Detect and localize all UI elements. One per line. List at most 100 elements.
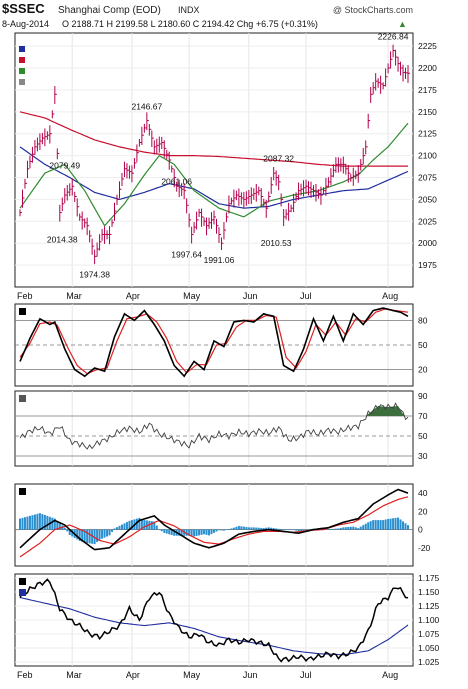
macd-histogram-bar <box>113 528 116 530</box>
macd-histogram-bar <box>163 529 166 533</box>
macd-histogram-bar <box>262 528 265 530</box>
month-label-bottom: May <box>183 670 201 680</box>
macd-y-tick: 40 <box>418 488 428 498</box>
watermark: @ StockCharts.com <box>333 5 413 15</box>
macd-histogram-bar <box>297 529 300 532</box>
macd-histogram-bar <box>232 527 235 530</box>
month-label: Jul <box>300 291 312 301</box>
price-annotation: 2010.53 <box>261 238 292 248</box>
macd-histogram-bar <box>76 529 79 540</box>
rsi-panel-frame <box>14 390 414 467</box>
macd-histogram-bar <box>230 528 233 530</box>
macd-histogram-bar <box>344 527 347 530</box>
rsi-line <box>19 402 409 450</box>
macd-histogram-bar <box>295 529 298 531</box>
macd-histogram-bar <box>125 522 128 530</box>
ratio-ma-legend-swatch <box>19 589 26 596</box>
price-y-tick: 2000 <box>418 238 437 248</box>
month-label-bottom: Aug <box>382 670 398 680</box>
macd-histogram-bar <box>78 529 81 541</box>
macd-histogram-bar <box>364 523 367 530</box>
macd-histogram-bar <box>111 529 114 532</box>
price-annotation: 2087.32 <box>263 154 294 164</box>
macd-histogram-bar <box>81 529 84 542</box>
macd-histogram-bar <box>208 529 211 536</box>
macd-histogram-bar <box>257 527 260 530</box>
macd-histogram-bar <box>382 520 385 530</box>
chart-exchange: INDX <box>178 5 200 15</box>
macd-histogram-bar <box>101 529 104 539</box>
ma200-legend-swatch <box>19 57 25 63</box>
macd-histogram-bar <box>255 527 258 530</box>
ratio-y-tick: 1.125 <box>418 601 440 611</box>
macd-histogram-bar <box>160 529 163 532</box>
price-y-tick: 2050 <box>418 194 437 204</box>
sto-d-line <box>19 308 409 375</box>
rsi-y-tick: 90 <box>418 391 428 401</box>
macd-histogram-bar <box>88 529 91 544</box>
price-y-tick: 2150 <box>418 107 437 117</box>
macd-histogram-bar <box>190 529 193 537</box>
macd-histogram-bar <box>260 527 263 530</box>
macd-histogram-bar <box>21 517 24 530</box>
price-y-tick: 2200 <box>418 63 437 73</box>
macd-histogram-bar <box>173 529 176 536</box>
macd-histogram-bar <box>220 529 223 531</box>
ma50-legend-swatch <box>19 46 25 52</box>
macd-histogram-bar <box>265 527 268 530</box>
month-label-bottom: Feb <box>17 670 33 680</box>
macd-histogram-bar <box>135 518 138 530</box>
macd-histogram-bar <box>83 529 86 543</box>
macd-histogram-bar <box>292 529 295 531</box>
macd-histogram-bar <box>36 513 39 530</box>
ratio-ma-line <box>19 597 409 656</box>
macd-histogram-bar <box>120 524 123 530</box>
macd-histogram-bar <box>394 517 397 530</box>
month-label-bottom: Mar <box>66 670 82 680</box>
rsi-overbought-fill <box>363 406 408 416</box>
macd-histogram-bar <box>71 529 74 537</box>
macd-histogram-bar <box>86 529 89 544</box>
sto-y-tick: 50 <box>418 340 428 350</box>
macd-histogram-bar <box>359 526 362 530</box>
month-label: Feb <box>17 291 33 301</box>
macd-histogram-bar <box>347 527 350 530</box>
sto-y-tick: 80 <box>418 315 428 325</box>
macd-histogram-bar <box>354 527 357 530</box>
macd-histogram-bar <box>123 523 126 530</box>
price-annotation: 1997.64 <box>171 249 202 259</box>
macd-histogram-bar <box>357 528 360 530</box>
price-y-tick: 2100 <box>418 151 437 161</box>
macd-histogram-bar <box>28 515 31 530</box>
ma20-legend-swatch <box>19 68 25 74</box>
month-label: Jun <box>243 291 258 301</box>
macd-histogram-bar <box>188 529 191 536</box>
sto-y-tick: 20 <box>418 365 428 375</box>
price-annotation: 2226.84 <box>378 32 409 42</box>
month-label: Mar <box>66 291 82 301</box>
macd-histogram-bar <box>178 529 181 536</box>
macd-histogram-bar <box>300 529 303 532</box>
macd-histogram-bar <box>250 527 253 530</box>
macd-histogram-bar <box>170 529 173 536</box>
macd-histogram-bar <box>205 529 208 535</box>
price-panel-frame <box>14 32 414 288</box>
macd-histogram-bar <box>235 526 238 530</box>
macd-histogram-bar <box>227 529 230 530</box>
macd-histogram-bar <box>108 529 111 536</box>
macd-histogram-bar <box>282 529 285 530</box>
macd-histogram-bar <box>332 528 335 530</box>
macd-line <box>19 488 409 551</box>
macd-histogram-bar <box>392 518 395 530</box>
macd-histogram-bar <box>399 519 402 530</box>
chart-date: 8-Aug-2014 <box>2 19 49 29</box>
price-y-tick: 2175 <box>418 85 437 95</box>
macd-histogram-bar <box>66 529 69 532</box>
macd-y-tick: 20 <box>418 506 428 516</box>
chart-symbol: $SSEC <box>2 1 45 16</box>
macd-histogram-bar <box>377 520 380 530</box>
macd-histogram-bar <box>103 529 106 538</box>
macd-histogram-bar <box>327 529 330 530</box>
macd-histogram-bar <box>245 527 248 530</box>
